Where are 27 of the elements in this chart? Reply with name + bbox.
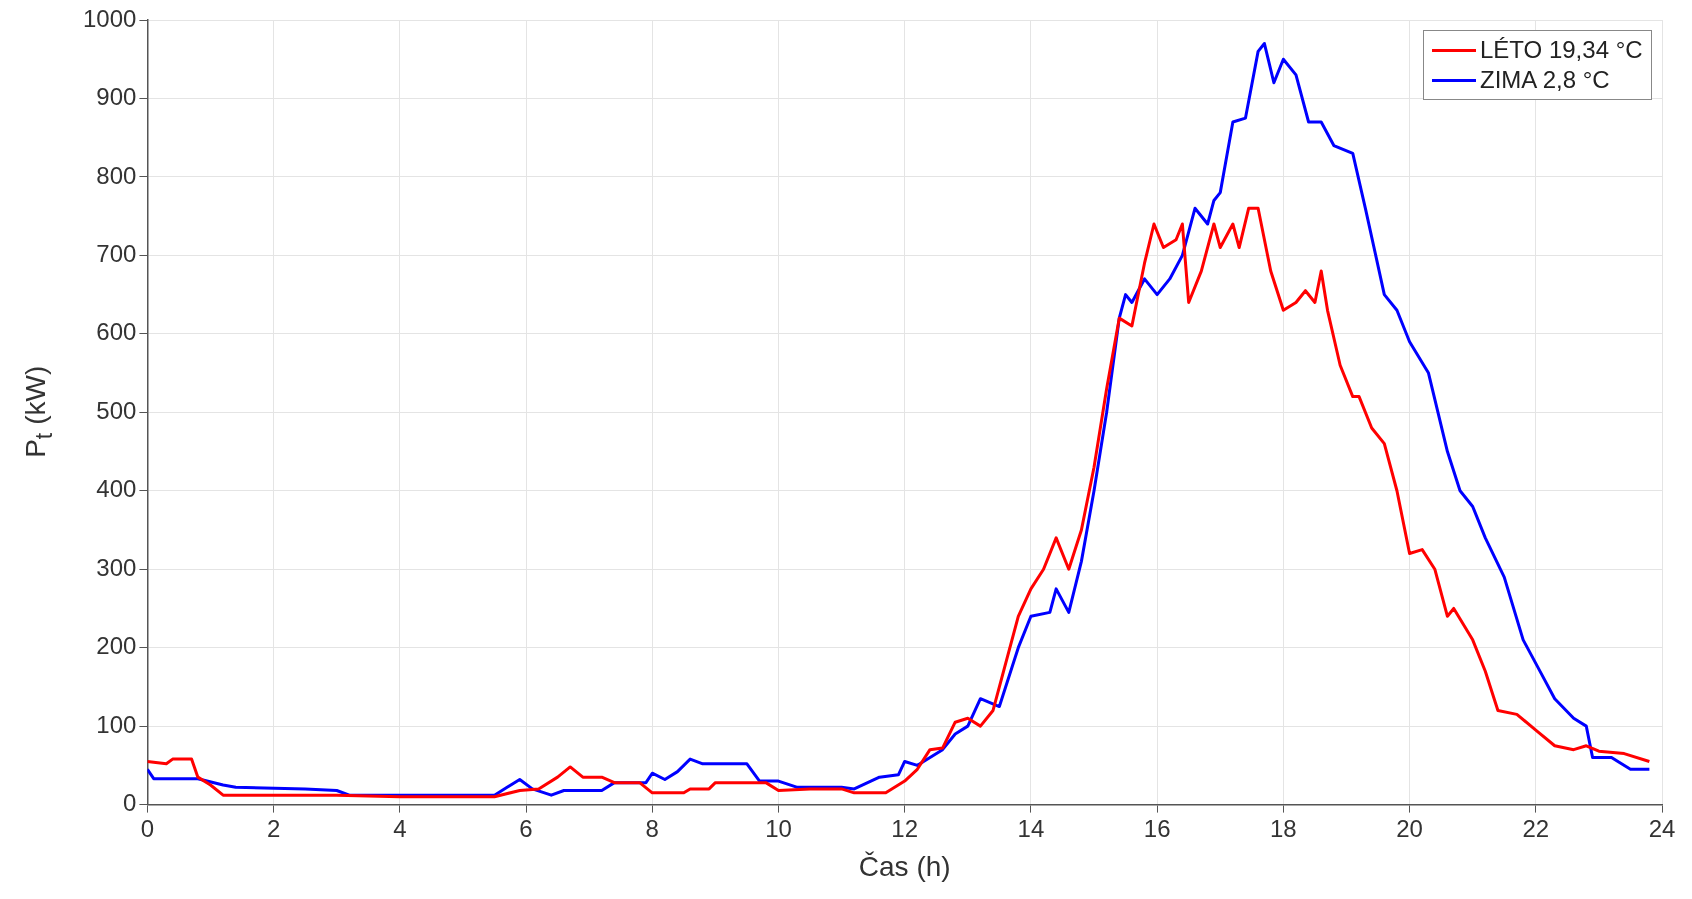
y-tick-label: 600 <box>96 318 137 346</box>
y-tick-label: 0 <box>123 789 137 817</box>
x-tick-label: 16 <box>1143 814 1171 842</box>
y-tick-label: 100 <box>96 710 137 738</box>
y-tick-label: 700 <box>96 240 137 268</box>
y-tick-label: 300 <box>96 553 137 581</box>
x-tick-label: 22 <box>1522 814 1550 842</box>
x-tick-label: 10 <box>765 814 792 842</box>
x-axis-title: Čas (h) <box>858 850 951 882</box>
y-tick-label: 400 <box>96 475 137 503</box>
x-tick-label: 20 <box>1396 814 1423 842</box>
y-tick-label: 200 <box>96 632 137 660</box>
legend-label: LÉTO 19,34 °C <box>1480 35 1643 65</box>
x-tick-label: 4 <box>393 814 407 842</box>
x-tick-label: 0 <box>140 814 155 842</box>
y-tick-label: 900 <box>96 83 137 111</box>
legend-label: ZIMA 2,8 °C <box>1480 65 1610 95</box>
y-tick-label: 1000 <box>83 4 137 32</box>
y-tick-label: 500 <box>96 396 137 424</box>
x-tick-label: 2 <box>266 814 281 842</box>
x-tick-label: 24 <box>1648 814 1676 842</box>
x-tick-label: 14 <box>1017 814 1045 842</box>
x-tick-label: 18 <box>1270 814 1297 842</box>
x-tick-label: 12 <box>891 814 919 842</box>
y-tick-label: 800 <box>96 161 137 189</box>
x-tick-label: 8 <box>645 814 659 842</box>
x-tick-label: 6 <box>519 814 533 842</box>
